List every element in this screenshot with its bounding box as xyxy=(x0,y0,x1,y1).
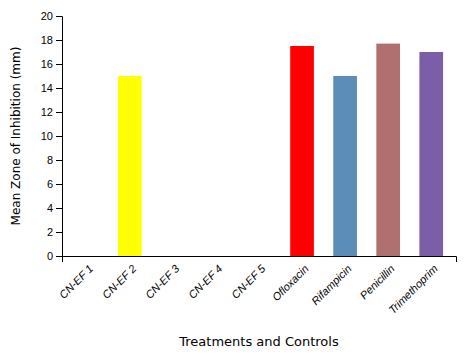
tick-label: 16 xyxy=(41,58,53,70)
x-axis-title: Treatments and Controls xyxy=(178,334,339,349)
tick: 18 xyxy=(41,34,62,46)
tick-label: 14 xyxy=(41,82,53,94)
tick: CN-EF 4 xyxy=(186,262,225,301)
tick: 14 xyxy=(41,82,62,94)
bar xyxy=(376,44,400,256)
tick-label: Ofloxacin xyxy=(270,262,311,303)
tick: 0 xyxy=(47,250,62,262)
bars xyxy=(118,44,443,256)
tick-label: 18 xyxy=(41,34,53,46)
y-axis-title: Mean Zone of Inhibition (mm) xyxy=(9,47,23,226)
bar xyxy=(75,256,99,257)
tick: CN-EF 1 xyxy=(57,262,96,301)
tick-mark xyxy=(56,208,62,209)
tick-label: CN-EF 4 xyxy=(186,262,225,301)
tick-label: 12 xyxy=(41,106,53,118)
tick-label: 20 xyxy=(41,10,53,22)
tick-label: Rifampicin xyxy=(309,262,354,307)
tick-label: CN-EF 3 xyxy=(143,262,182,301)
bar xyxy=(290,46,314,256)
tick: 10 xyxy=(41,130,62,142)
tick-mark xyxy=(56,64,62,65)
tick: 4 xyxy=(47,202,62,214)
bar xyxy=(118,76,142,256)
tick-mark xyxy=(56,16,62,17)
tick: 6 xyxy=(47,178,62,190)
tick-label: CN-EF 2 xyxy=(100,262,139,301)
bar xyxy=(419,52,443,256)
tick: Ofloxacin xyxy=(270,262,311,303)
bar xyxy=(161,256,185,257)
x-axis: CN-EF 1CN-EF 2CN-EF 3CN-EF 4CN-EF 5Oflox… xyxy=(57,257,457,317)
tick-label: 2 xyxy=(47,226,53,238)
tick-mark xyxy=(56,256,62,257)
tick: 12 xyxy=(41,106,62,118)
tick: Trimethoprim xyxy=(386,262,440,316)
tick: 8 xyxy=(47,154,62,166)
tick: CN-EF 5 xyxy=(229,262,268,301)
tick-mark xyxy=(56,88,62,89)
tick-mark xyxy=(56,232,62,233)
tick: CN-EF 3 xyxy=(143,262,182,301)
tick-label: Penicillin xyxy=(358,262,397,301)
axis-line xyxy=(56,17,63,257)
tick-mark xyxy=(56,184,62,185)
tick-label: CN-EF 1 xyxy=(57,262,96,301)
tick: Penicillin xyxy=(358,262,397,301)
tick-mark xyxy=(56,136,62,137)
chart: 02468101214161820CN-EF 1CN-EF 2CN-EF 3CN… xyxy=(0,0,474,356)
tick-label: 10 xyxy=(41,130,53,142)
tick-label: 8 xyxy=(47,154,53,166)
tick: 2 xyxy=(47,226,62,238)
y-axis: 0 2 4 6 8 10 12 14 16 18 20 xyxy=(41,10,63,262)
bar xyxy=(247,256,271,257)
tick-label: 4 xyxy=(47,202,53,214)
tick-mark xyxy=(56,160,62,161)
tick-label: 6 xyxy=(47,178,53,190)
tick: CN-EF 2 xyxy=(100,262,139,301)
plot: 02468101214161820CN-EF 1CN-EF 2CN-EF 3CN… xyxy=(41,10,457,316)
tick: 20 xyxy=(41,10,62,22)
tick-label: 0 xyxy=(47,250,53,262)
tick-mark xyxy=(56,112,62,113)
bar xyxy=(333,76,357,256)
tick-label: Trimethoprim xyxy=(386,262,440,316)
tick-label: CN-EF 5 xyxy=(229,262,268,301)
tick: 16 xyxy=(41,58,62,70)
axis-line xyxy=(63,257,457,263)
bar xyxy=(204,256,228,257)
tick-mark xyxy=(56,40,62,41)
tick: Rifampicin xyxy=(309,262,354,307)
